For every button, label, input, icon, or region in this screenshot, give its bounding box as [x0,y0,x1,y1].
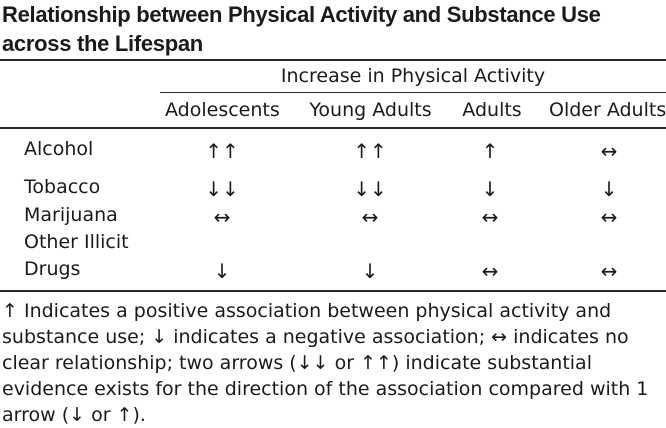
row-label-other-illicit: Other Illicit [24,231,129,253]
cell-drugs-adolescents: ↓ [213,259,231,283]
cell-tobacco-adults: ↓ [481,177,499,201]
cell-alcohol-adolescents: ↑↑ [205,139,239,163]
cell-marijuana-young-adults: ↔ [361,205,379,229]
cell-drugs-young-adults: ↓ [361,259,379,283]
cell-marijuana-adolescents: ↔ [213,205,231,229]
row-label-tobacco: Tobacco [24,176,101,198]
table-title: Relationship between Physical Activity a… [2,2,601,56]
row-label-drugs: Drugs [24,258,81,280]
bottom-rule [0,290,666,292]
cell-tobacco-older-adults: ↓ [600,177,618,201]
cell-alcohol-older-adults: ↔ [600,139,618,163]
top-rule [0,59,666,61]
cell-alcohol-young-adults: ↑↑ [353,139,387,163]
cell-tobacco-young-adults: ↓↓ [353,177,387,201]
column-header-older-adults: Older Adults [549,99,666,121]
cell-marijuana-older-adults: ↔ [600,205,618,229]
header-rule [0,127,666,129]
footnote: ↑ Indicates a positive association betwe… [2,300,649,426]
row-label-marijuana: Marijuana [24,204,118,226]
cell-drugs-older-adults: ↔ [600,259,618,283]
group-header: Increase in Physical Activity [280,65,546,87]
group-header-rule [160,92,666,94]
cell-tobacco-adolescents: ↓↓ [205,177,239,201]
cell-alcohol-adults: ↑ [481,139,499,163]
column-header-adolescents: Adolescents [165,99,280,121]
cell-drugs-adults: ↔ [481,259,499,283]
row-label-alcohol: Alcohol [24,138,94,160]
column-header-young-adults: Young Adults [309,99,432,121]
column-header-adults: Adults [462,99,522,121]
cell-marijuana-adults: ↔ [481,205,499,229]
